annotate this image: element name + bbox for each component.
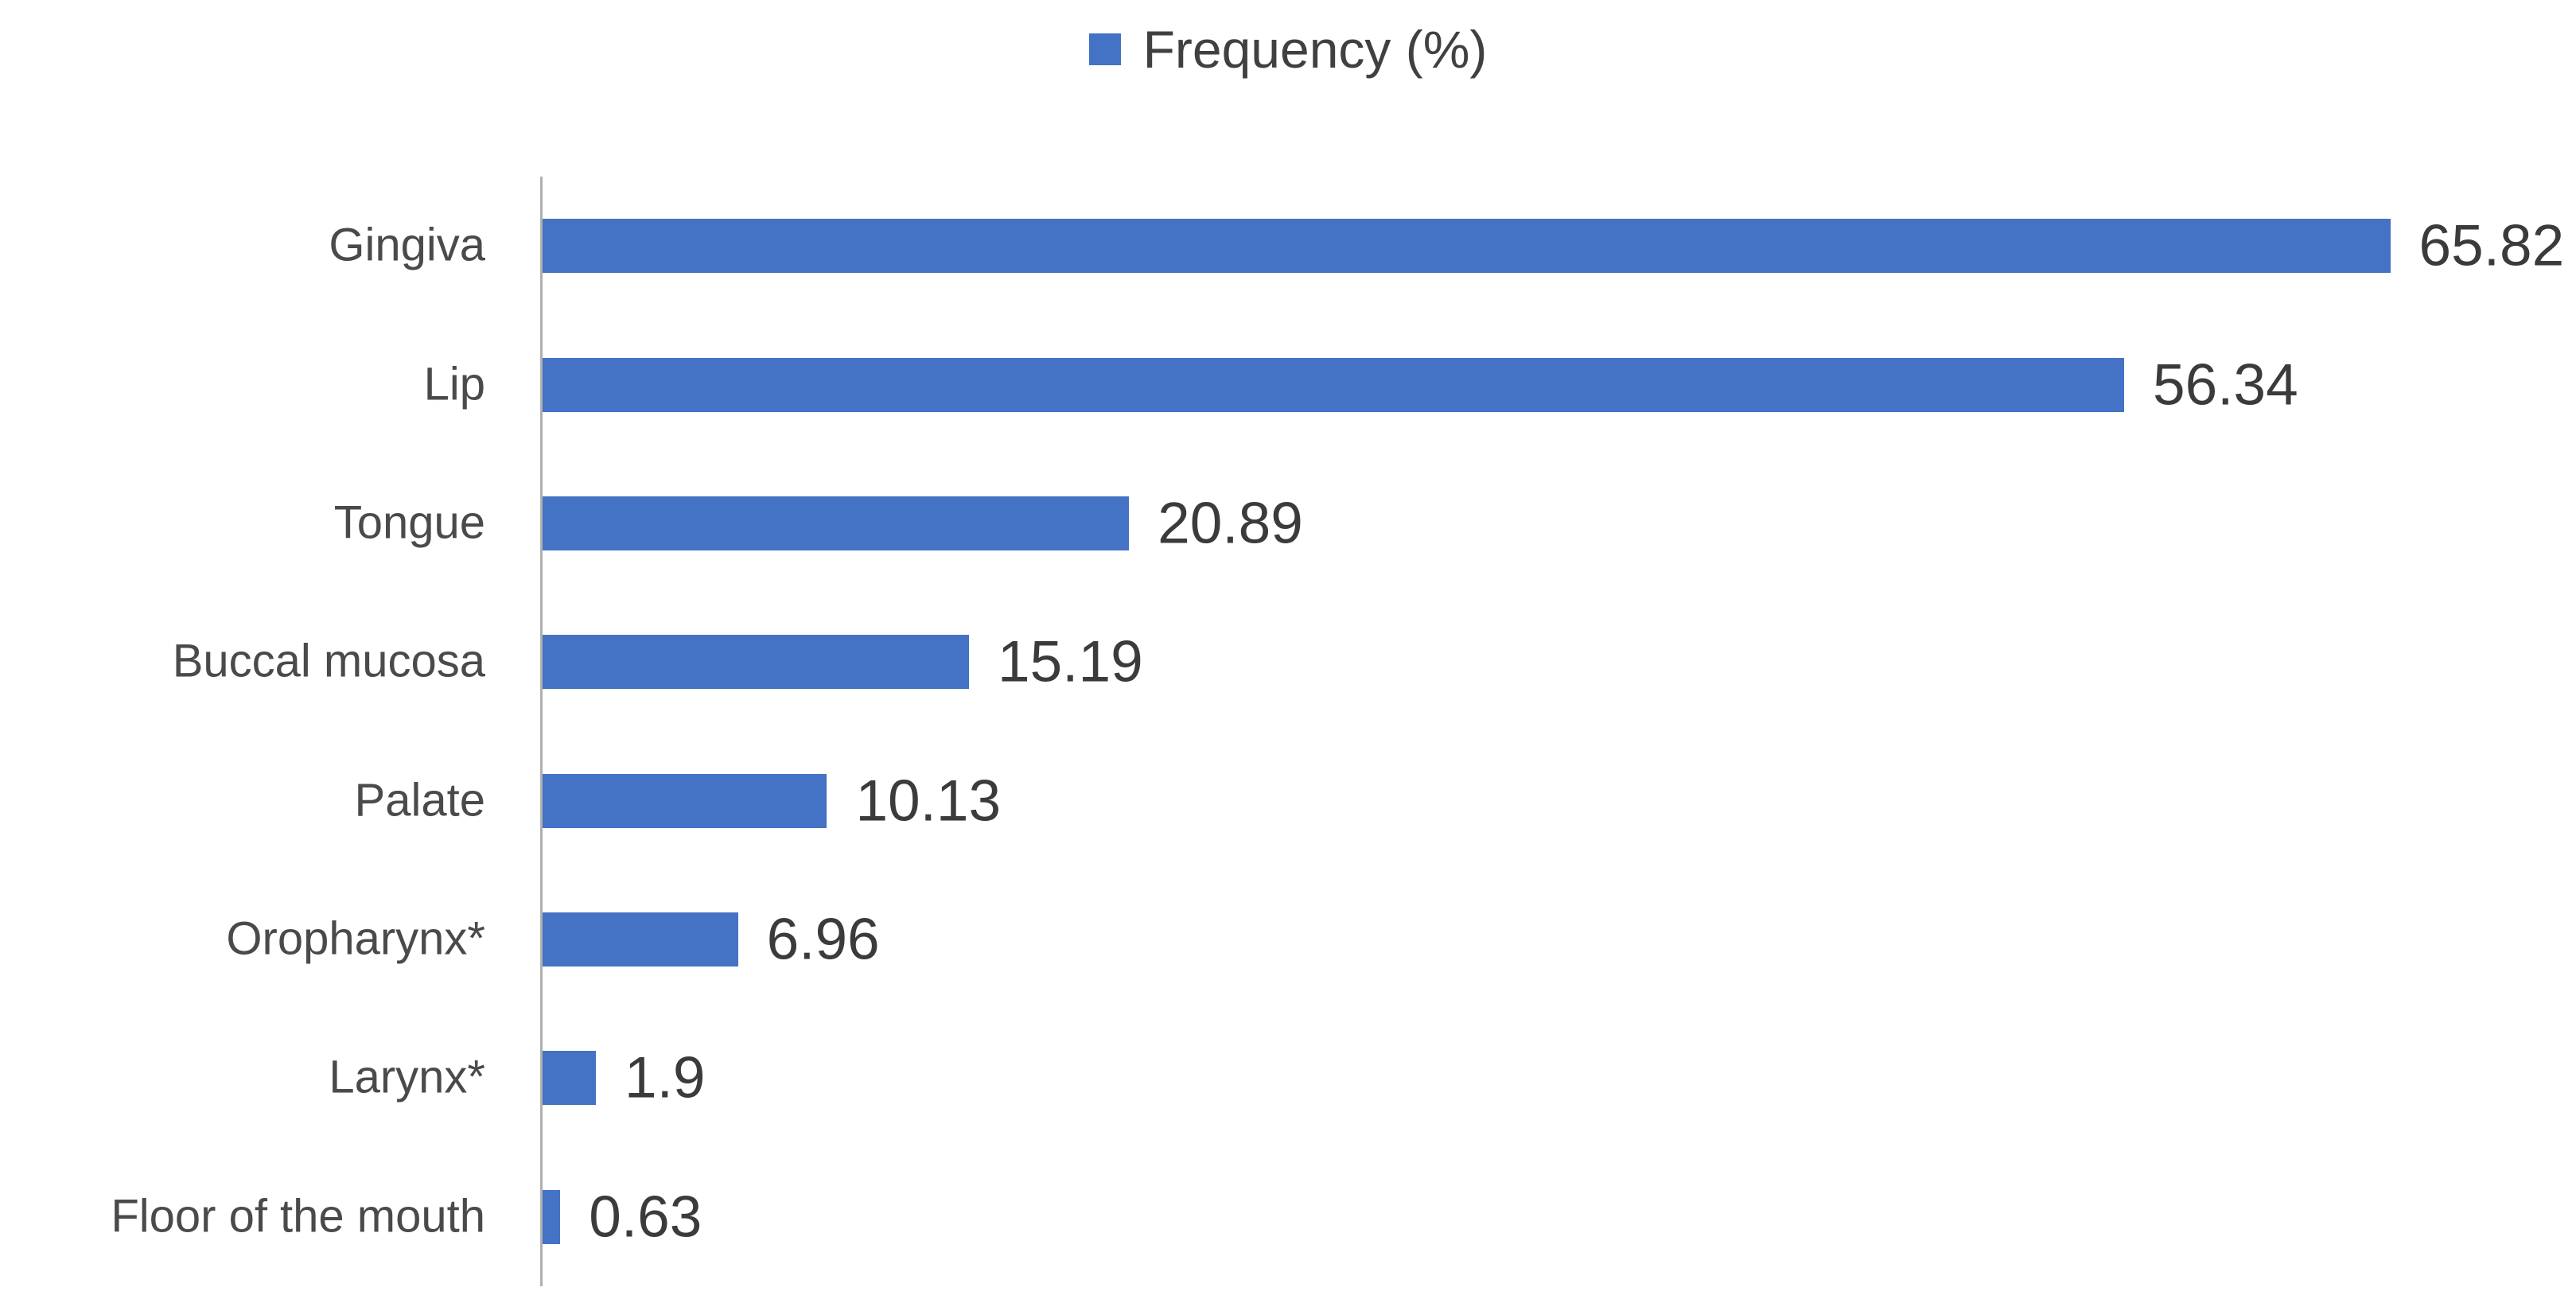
bar <box>543 496 1130 550</box>
bar <box>543 219 2391 274</box>
value-label: 6.96 <box>766 907 880 972</box>
bar <box>543 357 2124 412</box>
category-label: Lip <box>423 358 485 410</box>
y-axis-line <box>540 177 543 1286</box>
category-label: Oropharynx* <box>226 912 485 965</box>
chart-row: Gingiva 65.82 <box>0 177 2576 315</box>
chart-row: Oropharynx* 6.96 <box>0 870 2576 1009</box>
legend-label: Frequency (%) <box>1142 20 1488 79</box>
value-label: 10.13 <box>855 768 1002 834</box>
plot-area: Gingiva 65.82 Lip 56.34 Tongue 20.89 Buccal mu… <box>0 177 2576 1286</box>
legend-marker-square-icon <box>1088 33 1121 65</box>
category-label: Buccal mucosa <box>172 635 485 687</box>
bar <box>543 1051 597 1106</box>
category-label: Floor of the mouth <box>111 1190 485 1243</box>
chart-row: Tongue 20.89 <box>0 454 2576 593</box>
chart-row: Floor of the mouth 0.63 <box>0 1148 2576 1286</box>
value-label: 56.34 <box>2152 352 2298 418</box>
value-label: 0.63 <box>589 1184 702 1250</box>
chart-row: Lip 56.34 <box>0 315 2576 453</box>
legend: Frequency (%) <box>0 18 2576 81</box>
value-label: 65.82 <box>2418 213 2565 278</box>
bar <box>543 1189 561 1244</box>
category-label: Tongue <box>333 496 485 549</box>
chart-row: Buccal mucosa 15.19 <box>0 593 2576 731</box>
category-label: Palate <box>354 774 485 827</box>
value-label: 1.9 <box>625 1045 706 1110</box>
value-label: 15.19 <box>997 629 1143 694</box>
bar <box>543 912 738 967</box>
value-label: 20.89 <box>1158 491 1303 556</box>
bar <box>543 635 969 690</box>
bar <box>543 773 827 828</box>
chart-row: Palate 10.13 <box>0 732 2576 870</box>
chart-row: Larynx* 1.9 <box>0 1009 2576 1147</box>
category-label: Larynx* <box>329 1051 485 1103</box>
category-label: Gingiva <box>329 219 485 271</box>
